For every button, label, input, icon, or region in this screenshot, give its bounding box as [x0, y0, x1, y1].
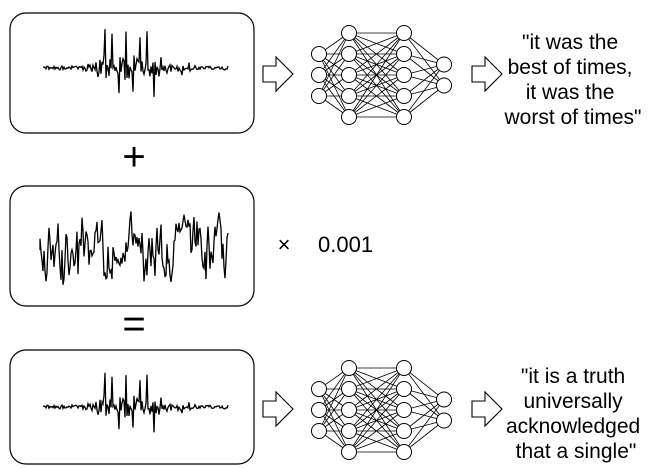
waveform-panel-noise	[9, 185, 255, 307]
arrow-right-icon	[262, 390, 294, 428]
speech-waveform-original	[43, 29, 229, 97]
nn-node	[436, 56, 452, 73]
nn-node	[341, 360, 357, 376]
arrow-right-icon	[471, 55, 503, 93]
nn-node	[311, 46, 327, 62]
arrow-right-icon	[262, 55, 294, 93]
nn-edge	[403, 399, 445, 453]
nn-edge	[403, 367, 445, 400]
nn-edge	[318, 53, 350, 97]
nn-node	[311, 381, 327, 397]
arrow-right-icon	[471, 390, 503, 428]
noise-waveform	[39, 211, 229, 285]
nn-edge	[348, 430, 405, 453]
nn-node	[341, 423, 357, 439]
nn-edge	[348, 367, 405, 411]
nn-node	[396, 444, 412, 460]
nn-edge	[403, 64, 445, 118]
nn-node	[396, 402, 412, 418]
transcription-original: "it was the best of times, it was the wo…	[504, 31, 642, 129]
nn-node	[341, 381, 357, 397]
nn-node	[311, 88, 327, 104]
nn-node	[341, 402, 357, 418]
nn-edge	[318, 367, 350, 432]
nn-edge	[348, 367, 405, 432]
nn-node	[396, 381, 412, 397]
nn-node	[396, 67, 412, 83]
nn-edge	[348, 388, 405, 453]
nn-edge	[348, 53, 405, 118]
nn-edge	[318, 32, 350, 76]
nn-node	[396, 423, 412, 439]
nn-edge	[348, 409, 405, 453]
nn-node	[396, 46, 412, 62]
nn-node	[341, 109, 357, 125]
nn-node	[436, 391, 452, 408]
row-perturbation: × 0.001	[9, 185, 373, 307]
nn-edge	[403, 32, 445, 65]
transcription-adversarial: "it is a truth universally acknowledged …	[506, 365, 646, 463]
nn-edge	[348, 32, 405, 55]
nn-edge	[348, 32, 405, 76]
nn-edge	[403, 420, 445, 453]
row-original-audio: "it was the best of times, it was the wo…	[9, 12, 642, 134]
nn-node	[341, 67, 357, 83]
nn-node	[396, 88, 412, 104]
speech-waveform-adversarial	[43, 372, 229, 433]
nn-node	[311, 423, 327, 439]
multiply-sign: ×	[278, 232, 291, 257]
row-adversarial-audio: "it is a truth universally acknowledged …	[9, 349, 646, 465]
plus-operator: +	[122, 135, 145, 179]
equals-operator: =	[122, 302, 145, 346]
nn-node	[396, 109, 412, 125]
nn-node	[396, 25, 412, 41]
nn-edge	[318, 367, 350, 411]
scale-factor: 0.001	[318, 232, 373, 257]
nn-node	[311, 402, 327, 418]
nn-edge	[348, 95, 405, 118]
nn-edge	[318, 32, 350, 97]
nn-edge	[348, 32, 405, 97]
nn-edge	[403, 85, 445, 118]
nn-node	[341, 46, 357, 62]
nn-edge	[318, 388, 350, 432]
nn-edge	[348, 32, 405, 118]
nn-node	[436, 412, 452, 429]
nn-node	[341, 88, 357, 104]
nn-node	[311, 67, 327, 83]
nn-node	[341, 444, 357, 460]
nn-edge	[403, 399, 445, 432]
neural-network-diagram	[311, 360, 452, 460]
nn-edge	[348, 367, 405, 390]
nn-edge	[348, 74, 405, 118]
neural-network-diagram	[311, 25, 452, 125]
nn-node	[396, 360, 412, 376]
nn-node	[341, 25, 357, 41]
nn-node	[436, 77, 452, 94]
nn-edge	[403, 64, 445, 97]
nn-edge	[348, 367, 405, 453]
waveform-panel-adversarial	[9, 349, 255, 465]
